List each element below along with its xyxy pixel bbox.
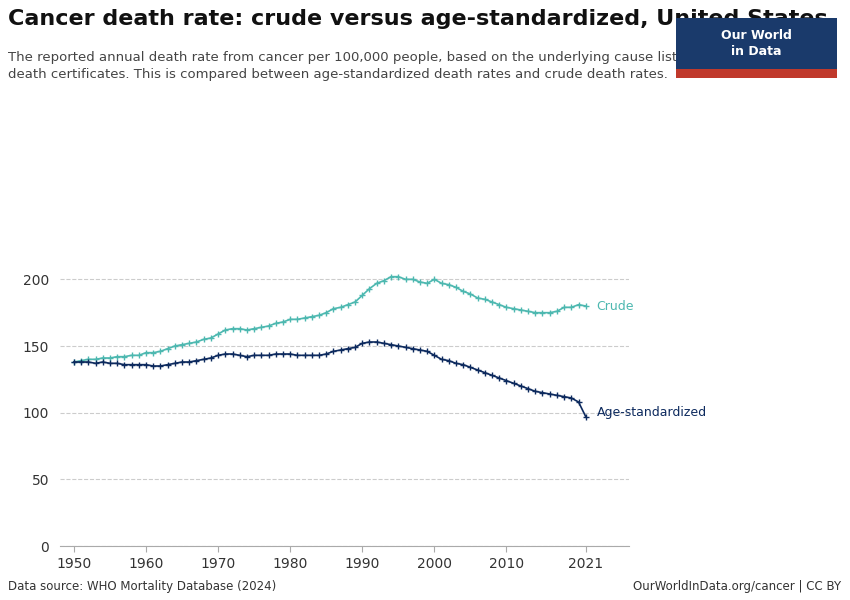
Text: Age-standardized: Age-standardized	[597, 406, 706, 419]
Text: The reported annual death rate from cancer per 100,000 people, based on the unde: The reported annual death rate from canc…	[8, 51, 715, 81]
Text: OurWorldInData.org/cancer | CC BY: OurWorldInData.org/cancer | CC BY	[633, 580, 842, 593]
Text: Our World
in Data: Our World in Data	[721, 29, 792, 58]
Text: Cancer death rate: crude versus age-standardized, United States: Cancer death rate: crude versus age-stan…	[8, 9, 828, 29]
Text: Data source: WHO Mortality Database (2024): Data source: WHO Mortality Database (202…	[8, 580, 277, 593]
Text: Crude: Crude	[597, 299, 634, 313]
